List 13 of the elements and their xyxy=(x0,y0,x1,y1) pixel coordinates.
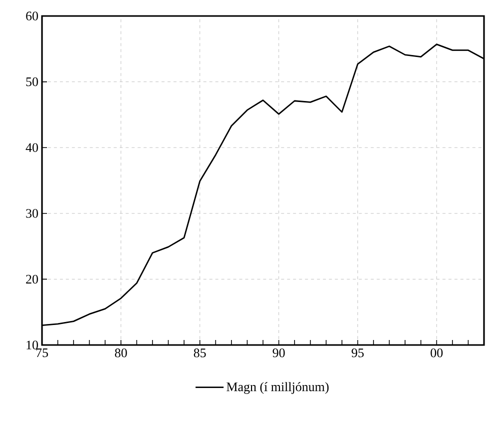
legend-label: Magn (í milljónum) xyxy=(226,382,329,394)
y-tick-label: 20 xyxy=(26,274,38,284)
y-tick-label: 50 xyxy=(26,77,38,86)
x-tick-label: 80 xyxy=(114,348,127,358)
y-tick-label: 60 xyxy=(26,12,38,20)
x-tick-label: 00 xyxy=(430,348,443,358)
y-tick-label: 10 xyxy=(26,340,38,350)
x-tick-label: 95 xyxy=(352,348,364,358)
x-tick-label: 90 xyxy=(272,348,285,358)
x-tick-label: 85 xyxy=(194,348,206,358)
x-tick-label: 75 xyxy=(36,348,48,358)
y-tick-label: 30 xyxy=(26,209,38,218)
y-tick-label: 40 xyxy=(26,143,38,152)
